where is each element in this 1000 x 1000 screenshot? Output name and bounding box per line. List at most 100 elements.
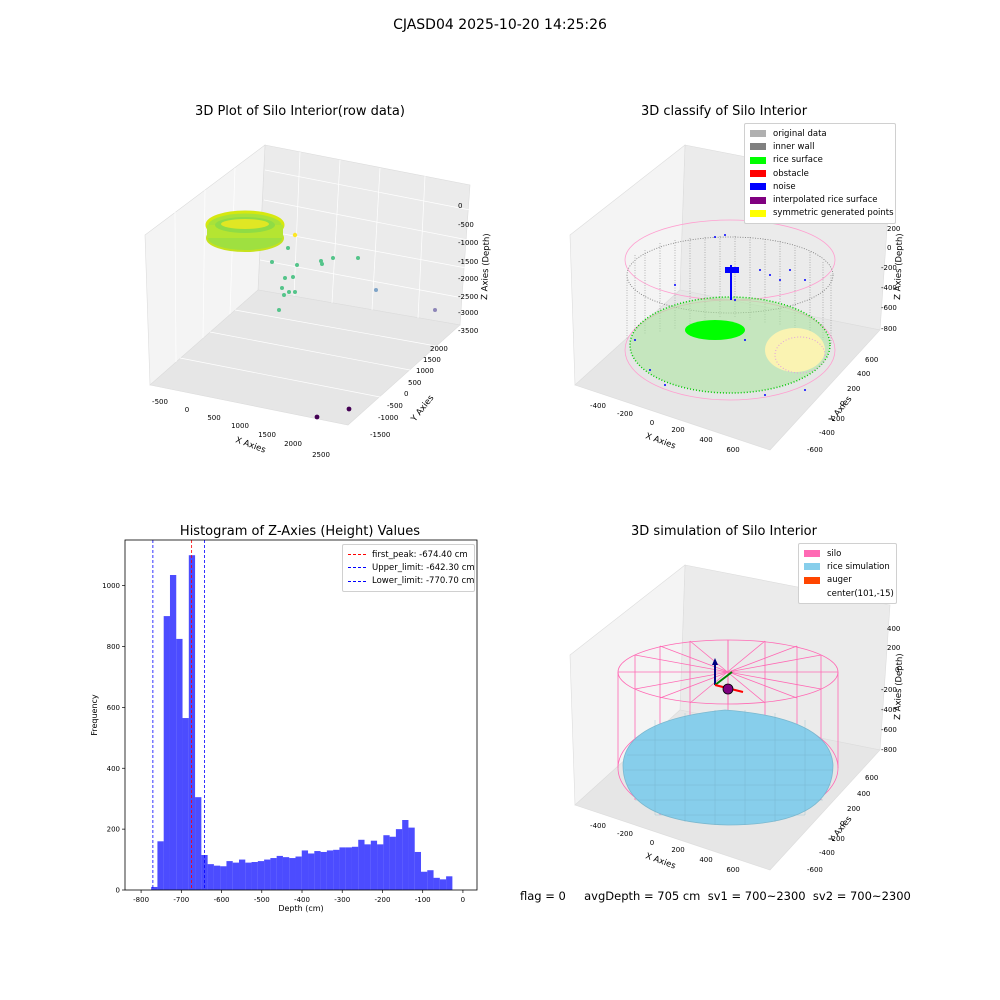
simulation-ytick: 200 xyxy=(847,805,860,813)
histogram-bar xyxy=(433,877,440,890)
histogram-ytick-label: 0 xyxy=(116,887,120,895)
legend-label: Upper_limit: -642.30 cm xyxy=(372,562,475,573)
classify-ytick: 400 xyxy=(857,370,870,378)
legend-label: inner wall xyxy=(773,141,815,152)
simulation-legend: silo rice simulation auger center(101,-15) xyxy=(798,543,897,605)
raw-ztick: -3500 xyxy=(458,327,478,335)
raw-ztick: -2500 xyxy=(458,293,478,301)
histogram-bar xyxy=(389,836,396,890)
legend-swatch xyxy=(750,156,766,164)
simulation-ztick: -200 xyxy=(881,686,897,694)
classify-plot-title: 3D classify of Silo Interior xyxy=(640,104,808,119)
simulation-ztick: 400 xyxy=(887,625,900,633)
legend-label: first_peak: -674.40 cm xyxy=(372,549,468,560)
simulation-ytick: -400 xyxy=(819,849,835,857)
legend-swatch xyxy=(750,130,766,138)
histogram-bar xyxy=(176,638,183,890)
histogram-bar xyxy=(308,853,315,890)
histogram-bar xyxy=(182,718,189,890)
status-footer: flag = 0 avgDepth = 705 cm sv1 = 700~230… xyxy=(520,889,911,903)
legend-label: rice simulation xyxy=(827,561,890,572)
legend-label: auger xyxy=(827,575,852,586)
histogram-xtick-label: -500 xyxy=(254,896,270,904)
raw-ytick: 500 xyxy=(408,379,421,387)
classify-legend: original data inner wall rice surface obsta… xyxy=(744,123,896,225)
legend-label: center(101,-15) xyxy=(827,588,894,599)
legend-line-swatch xyxy=(348,554,366,556)
histogram-ytick-label: 400 xyxy=(107,765,120,773)
legend-label: silo xyxy=(827,548,842,559)
legend-label: symmetric generated points xyxy=(773,208,894,219)
simulation-legend-item: auger xyxy=(804,574,891,587)
raw-xtick: 1000 xyxy=(231,422,249,430)
classify-xtick: 0 xyxy=(650,419,654,427)
histogram-bar xyxy=(345,847,352,890)
raw-ytick: 1000 xyxy=(416,367,434,375)
raw-xtick: 2000 xyxy=(284,440,302,448)
classify-legend-item: inner wall xyxy=(750,140,890,153)
legend-swatch xyxy=(750,183,766,191)
raw-ztick: -1500 xyxy=(458,258,478,266)
simulation-xtick: 600 xyxy=(726,866,739,874)
histogram-bar xyxy=(169,575,177,890)
simulation-ytick: -600 xyxy=(807,866,823,874)
histogram-bar xyxy=(301,850,309,890)
classify-ztick: 0 xyxy=(887,244,891,252)
figure-title: CJASD04 2025-10-20 14:25:26 xyxy=(393,17,607,33)
legend-label: noise xyxy=(773,181,796,192)
classify-ztick: -600 xyxy=(881,304,897,312)
histogram-bar xyxy=(320,851,327,890)
histogram-bar xyxy=(245,862,252,890)
legend-label: original data xyxy=(773,128,827,139)
raw-ztick: -2000 xyxy=(458,275,478,283)
legend-swatch xyxy=(750,143,766,151)
classify-ytick: -200 xyxy=(829,415,845,423)
classify-xtick: 200 xyxy=(671,426,684,434)
histogram-bar xyxy=(377,844,384,890)
simulation-ztick: -600 xyxy=(881,726,897,734)
simulation-xtick: -400 xyxy=(590,822,606,830)
simulation-ztick: 200 xyxy=(887,644,900,652)
simulation-3d-plot: -400 -200 0 200 400 600 -600 -400 -200 0… xyxy=(569,564,905,874)
raw-ztick: -1000 xyxy=(458,239,478,247)
raw-ytick: -1000 xyxy=(378,414,398,422)
histogram-bar xyxy=(163,616,170,890)
classify-3d-plot: -400 -200 0 200 400 600 -600 -400 -200 0… xyxy=(569,144,905,454)
histogram-xtick-label: -200 xyxy=(375,896,391,904)
histogram-bar xyxy=(314,851,321,890)
raw-ytick: 2000 xyxy=(430,345,448,353)
histogram-xtick-label: -700 xyxy=(173,896,189,904)
histogram-bar xyxy=(295,856,302,890)
classify-ytick: 600 xyxy=(865,356,878,364)
simulation-xtick: 400 xyxy=(699,856,712,864)
histogram-ytick-label: 1000 xyxy=(102,582,120,590)
simulation-xtick: -200 xyxy=(617,830,633,838)
raw-zlabel: Z Axies (Depth) xyxy=(480,233,492,300)
histogram-xtick-label: -800 xyxy=(133,896,149,904)
raw-xtick: 500 xyxy=(207,414,220,422)
histogram-bar xyxy=(414,851,422,890)
histogram-bar xyxy=(358,839,365,890)
legend-label: rice surface xyxy=(773,155,823,166)
histogram-bar xyxy=(207,864,214,890)
histogram-bar xyxy=(257,861,265,890)
classify-xtick: -400 xyxy=(590,402,606,410)
legend-swatch xyxy=(750,209,766,217)
histogram-xtick-label: 0 xyxy=(461,896,465,904)
classify-xtick: 400 xyxy=(699,436,712,444)
simulation-plot-title: 3D simulation of Silo Interior xyxy=(631,524,817,539)
raw-ytick: -500 xyxy=(387,402,403,410)
classify-xtick: 600 xyxy=(726,446,739,454)
histogram-bar xyxy=(439,879,447,890)
histogram-bar xyxy=(157,841,164,890)
histogram-xtick-label: -400 xyxy=(294,896,310,904)
histogram-bar xyxy=(239,859,246,890)
classify-ytick: -600 xyxy=(807,446,823,454)
raw-ytick: -1500 xyxy=(370,431,390,439)
raw-3d-plot: -500 0 500 1000 1500 2000 2500 -1500 -10… xyxy=(144,144,492,459)
histogram-bar xyxy=(276,855,283,890)
classify-legend-item: obstacle xyxy=(750,167,890,180)
simulation-ztick: -400 xyxy=(881,706,897,714)
simulation-legend-item: rice simulation xyxy=(804,560,891,573)
histogram-bar xyxy=(195,797,202,890)
